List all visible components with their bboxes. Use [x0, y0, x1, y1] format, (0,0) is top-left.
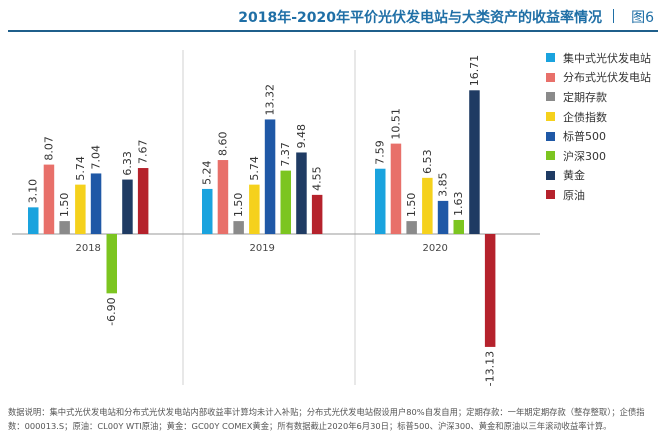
bar — [406, 221, 417, 234]
data-label: 16.71 — [468, 55, 481, 87]
legend-swatch — [546, 92, 555, 102]
bar — [469, 90, 480, 234]
legend-swatch — [546, 112, 555, 122]
header-bar: 2018年-2020年平价光伏发电站与大类资产的收益率情况 图6 — [0, 0, 664, 30]
data-label: -6.90 — [105, 297, 118, 325]
legend-label: 黄金 — [563, 169, 585, 183]
data-label: 5.24 — [201, 160, 214, 185]
data-label: 5.74 — [74, 156, 87, 181]
legend-swatch — [546, 131, 555, 141]
legend-swatch — [546, 53, 555, 63]
data-label: 6.53 — [421, 149, 434, 174]
data-label: 1.50 — [58, 193, 71, 218]
legend-item: 原油 — [546, 185, 651, 205]
category-label: 2020 — [422, 243, 447, 254]
legend-label: 分布式光伏发电站 — [563, 71, 651, 85]
data-label: 7.37 — [279, 142, 292, 167]
bar — [453, 219, 464, 234]
bar — [296, 152, 307, 234]
legend-swatch — [546, 72, 555, 82]
legend-label: 企债指数 — [563, 110, 607, 124]
data-label: 4.55 — [311, 166, 324, 191]
bar — [422, 177, 433, 234]
data-label: 1.63 — [452, 191, 465, 216]
legend-item: 分布式光伏发电站 — [546, 68, 651, 88]
bar — [106, 234, 117, 294]
bar — [233, 221, 244, 234]
legend-item: 沪深300 — [546, 146, 651, 166]
chart-title: 2018年-2020年平价光伏发电站与大类资产的收益率情况 — [238, 10, 602, 26]
bar — [390, 143, 402, 234]
header-rule — [8, 30, 658, 32]
legend-label: 定期存款 — [563, 90, 607, 104]
data-label: 10.51 — [389, 108, 402, 140]
data-label: 1.50 — [232, 193, 245, 218]
bar — [280, 170, 291, 234]
data-label: 5.74 — [248, 156, 261, 181]
data-note: 数据说明：集中式光伏发电站和分布式光伏发电站内部收益率计算均未计入补贴；分布式光… — [8, 407, 645, 431]
data-label: -13.13 — [484, 351, 497, 386]
bar — [90, 173, 102, 234]
bar — [75, 184, 86, 234]
data-label: 6.33 — [121, 151, 134, 176]
data-label: 8.60 — [216, 132, 229, 157]
legend-item: 黄金 — [546, 166, 651, 186]
legend-label: 沪深300 — [563, 149, 606, 163]
data-label: 7.59 — [374, 140, 387, 165]
legend-item: 企债指数 — [546, 107, 651, 127]
legend-item: 定期存款 — [546, 87, 651, 107]
data-label: 13.32 — [264, 84, 277, 116]
bar — [122, 179, 133, 234]
legend-swatch — [546, 170, 555, 180]
data-label: 3.10 — [27, 179, 40, 204]
data-label: 3.85 — [437, 172, 450, 197]
bar — [137, 168, 149, 234]
legend-item: 标普500 — [546, 126, 651, 146]
legend-swatch — [546, 151, 555, 161]
legend-swatch — [546, 190, 555, 200]
figure-label: 图6 — [631, 10, 654, 26]
legend-label: 集中式光伏发电站 — [563, 51, 651, 65]
bar — [28, 207, 39, 234]
bar — [311, 194, 323, 234]
category-label: 2019 — [249, 243, 274, 254]
data-label: 1.50 — [405, 193, 418, 218]
bar — [484, 234, 496, 347]
title-separator — [613, 9, 614, 23]
legend-label: 标普500 — [563, 130, 606, 144]
bar — [202, 188, 213, 234]
data-label: 8.07 — [42, 136, 55, 161]
bar — [375, 168, 386, 234]
legend-item: 集中式光伏发电站 — [546, 48, 651, 68]
bar — [43, 164, 55, 234]
bar — [217, 160, 229, 234]
category-label: 2018 — [75, 243, 100, 254]
bar — [437, 200, 449, 234]
bar — [59, 221, 70, 234]
bar-chart: 3.108.071.505.74 7.04-6.906.33 7.6720185.2… — [12, 50, 540, 386]
data-label: 9.48 — [295, 124, 308, 149]
data-label: 7.67 — [137, 140, 150, 165]
legend-label: 原油 — [563, 188, 585, 202]
data-label: 7.04 — [90, 145, 103, 170]
bar — [264, 119, 276, 234]
bar — [249, 184, 260, 234]
legend: 集中式光伏发电站 分布式光伏发电站 定期存款企债指数标普500 沪深300 黄金原油 — [546, 48, 651, 205]
